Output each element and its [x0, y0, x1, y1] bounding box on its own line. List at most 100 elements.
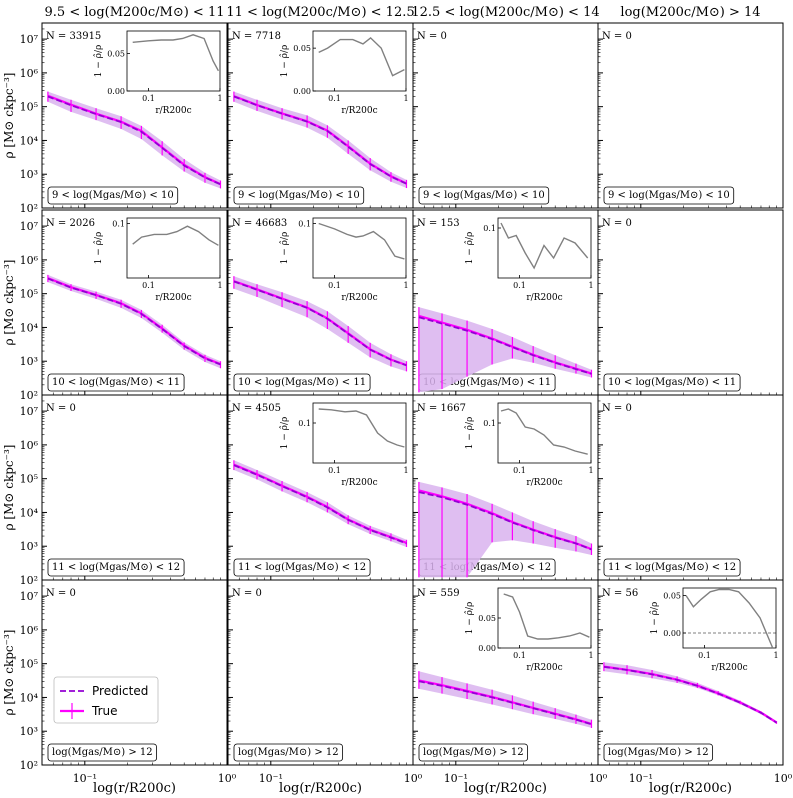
inset-y-tick-label: 0.1: [298, 219, 311, 228]
n-count: N = 0: [46, 588, 76, 599]
n-count: N = 0: [602, 403, 632, 414]
bin-label-box: [47, 558, 185, 577]
inset-x-label: r/R200c: [711, 663, 747, 673]
bin-label: 9 < log(Mgas/M⊙) < 10: [608, 190, 730, 201]
panel-data: [233, 276, 408, 372]
y-tick-label: 10⁶: [20, 254, 39, 267]
panel-frame: [597, 579, 784, 766]
panel: 10² 10³ 10⁴ 10⁵ 10⁶ 10⁷ N = 33915 9 < log(Mgas/…: [20, 22, 228, 215]
bin-label: 9 < log(Mgas/M⊙) < 10: [238, 190, 360, 201]
column-title: 11 < log(M200c/M⊙) < 12.5: [226, 5, 414, 20]
predicted-line: [233, 95, 407, 185]
y-tick-label: 10³: [20, 168, 38, 181]
y-axis-label: ρ [M⊙ ckpc⁻³]: [2, 630, 16, 716]
inset-y-label: 1 − ρ̂/ρ: [464, 232, 475, 265]
bin-label-box: [233, 743, 344, 762]
inset-x-tick-label: 1: [588, 651, 593, 660]
x-tick-label: 10⁻¹: [259, 772, 283, 785]
inset-x-tick-label: 1: [773, 651, 778, 660]
inset-y-label: 1 − ρ̂/ρ: [464, 417, 475, 450]
inset-y-tick-label: 0.00: [293, 87, 311, 96]
inset-x-label: r/R200c: [341, 106, 377, 116]
inset-x-tick-label: 1: [217, 281, 222, 290]
n-count: N = 559: [417, 588, 460, 599]
inset-x-tick-label: 1: [403, 466, 408, 475]
legend-predicted-label: Predicted: [92, 684, 148, 698]
y-tick-label: 10²: [20, 759, 38, 772]
bin-label-box: [47, 373, 185, 392]
x-tick-label: 10⁻¹: [73, 772, 97, 785]
inset: 0.1 1 0.00 0.05 r/R200c 1 − ρ̂/ρ: [279, 30, 409, 116]
panel-data: [603, 662, 778, 724]
bin-label-box: [603, 743, 714, 762]
inset-line: [132, 34, 220, 72]
bin-label-box: [233, 186, 365, 205]
inset-x-tick-label: 1: [403, 281, 408, 290]
n-count: N = 56: [602, 588, 638, 599]
bin-label-box: [418, 186, 550, 205]
bin-label: log(Mgas/M⊙) > 12: [608, 747, 709, 758]
bin-label: 10 < log(Mgas/M⊙) < 11: [423, 377, 551, 388]
n-count: N = 2026: [46, 218, 95, 229]
uncertainty-band: [603, 662, 777, 724]
x-axis-label: log(r/R200c): [93, 781, 176, 796]
x-tick-label: 10⁻¹: [444, 772, 468, 785]
n-count: N = 0: [602, 218, 632, 229]
inset-y-tick-label: 0.1: [298, 419, 311, 428]
panel: 10² 10³ 10⁴ 10⁵ 10⁶ 10⁷ N = 0 11 < log(Mgas/M⊙)…: [20, 394, 228, 587]
panel-frame: [597, 394, 784, 581]
inset-x-tick-label: 0.1: [328, 281, 341, 290]
inset-y-label: 1 − ρ̂/ρ: [279, 45, 290, 78]
predicted-line: [418, 680, 592, 726]
inset-y-tick-label: 0.00: [107, 87, 125, 96]
inset-x-label: r/R200c: [526, 293, 562, 303]
bin-label-box: [233, 373, 371, 392]
panel-data: [418, 671, 593, 728]
inset-line: [318, 36, 405, 77]
bin-label: 11 < log(Mgas/M⊙) < 12: [608, 562, 736, 573]
panel-frame: [412, 22, 599, 209]
panel-data: [418, 307, 593, 393]
panel-frame: [41, 579, 228, 766]
y-tick-label: 10³: [20, 725, 38, 738]
predicted-line: [233, 280, 407, 367]
panel-frame: [41, 394, 228, 581]
bin-label-box: [418, 743, 529, 762]
inset-x-tick-label: 0.1: [328, 466, 341, 475]
column-title: 12.5 < log(M200c/M⊙) < 14: [411, 5, 599, 20]
n-count: N = 33915: [46, 31, 101, 42]
bin-label-box: [233, 558, 371, 577]
inset-y-tick-label: 0.05: [107, 50, 125, 59]
bin-label-box: [603, 558, 741, 577]
y-tick-label: 10⁷: [20, 33, 39, 46]
panel-data: [418, 481, 593, 578]
inset-frame: [126, 217, 221, 279]
inset-y-label: 1 − ρ̂/ρ: [279, 232, 290, 265]
bin-label: 9 < log(Mgas/M⊙) < 10: [423, 190, 545, 201]
panel: N = 0 11 < log(Mgas/M⊙) < 12: [597, 394, 784, 581]
panel: N = 7718 9 < log(Mgas/M⊙) < 10 0.1 1 0.00 0.0…: [227, 22, 414, 209]
y-tick-label: 10⁵: [20, 658, 38, 671]
n-count: N = 0: [232, 588, 262, 599]
inset-frame: [497, 217, 592, 279]
uncertainty-band: [47, 91, 221, 189]
inset-line: [318, 222, 405, 260]
bin-label: 10 < log(Mgas/M⊙) < 11: [608, 377, 736, 388]
inset-y-tick-label: 0.1: [112, 219, 125, 228]
y-tick-label: 10⁵: [20, 288, 38, 301]
legend-true-label: True: [91, 704, 118, 718]
inset-x-tick-label: 1: [588, 281, 593, 290]
panel-data: [233, 91, 408, 189]
inset-line: [685, 588, 774, 649]
n-count: N = 0: [46, 403, 76, 414]
bin-label: 11 < log(Mgas/M⊙) < 12: [52, 562, 180, 573]
inset-y-label: 1 − ρ̂/ρ: [93, 232, 104, 265]
y-tick-label: 10⁴: [20, 321, 39, 334]
